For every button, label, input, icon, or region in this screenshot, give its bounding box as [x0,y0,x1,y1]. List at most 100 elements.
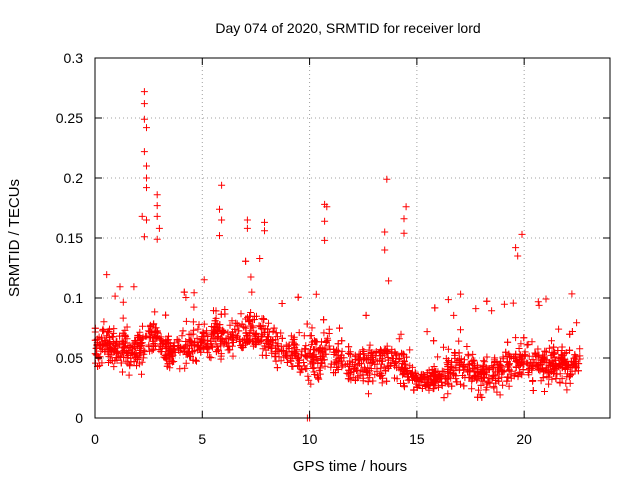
data-point [556,379,564,387]
data-point [478,365,486,373]
data-point [269,327,277,335]
data-point [297,351,305,359]
data-point [307,360,315,368]
data-point [212,307,220,315]
data-point [366,341,374,349]
data-point [460,363,468,371]
data-point [119,298,127,306]
data-point [198,338,206,346]
data-point [363,368,370,376]
data-point [465,368,473,376]
data-point [180,288,188,296]
chart-title: Day 074 of 2020, SRMTID for receiver lor… [215,20,480,36]
data-point [136,328,144,336]
data-point [143,184,150,192]
data-point [109,333,117,341]
data-point [425,386,433,394]
data-point [318,347,326,355]
data-point [320,329,328,337]
data-point [139,322,146,330]
data-point [538,364,546,372]
data-point [479,377,487,385]
data-point [273,364,281,372]
data-point [403,353,410,361]
data-point [382,367,390,375]
data-point [217,334,225,342]
data-point [151,324,159,332]
data-point [134,332,142,340]
x-tick-label: 15 [409,431,425,447]
data-point [443,379,451,387]
data-point [550,343,558,351]
data-point [315,375,323,383]
data-point [103,332,111,340]
data-point [566,330,574,338]
data-point [518,353,526,361]
data-point [130,283,138,291]
data-point [193,357,200,365]
data-point [472,305,480,313]
data-point [331,358,339,366]
data-point [511,369,519,377]
data-point [351,356,359,364]
data-point [165,349,173,357]
data-point [509,299,517,307]
data-point [311,371,319,378]
data-point [324,336,332,344]
data-point [525,371,533,379]
data-point [471,372,478,380]
data-point [242,324,250,332]
data-point [541,388,548,395]
data-point [542,348,550,356]
data-point [143,174,150,182]
data-point [103,271,111,279]
data-point [535,301,543,309]
data-point [463,343,471,350]
data-point [470,365,478,373]
data-point [213,322,221,330]
data-point [437,375,445,383]
data-point [138,358,146,366]
data-point [157,348,165,355]
data-point [177,344,185,352]
data-point [526,364,533,372]
data-point [333,346,341,354]
data-point [163,355,171,363]
data-point [505,367,513,375]
data-point [566,346,573,354]
data-point [219,326,227,334]
data-point [260,316,268,323]
data-point [504,373,512,381]
data-point [179,327,187,335]
data-point [278,334,286,342]
data-point [431,371,438,379]
data-point [483,353,491,361]
data-point [251,341,259,348]
data-point [315,346,323,354]
data-point [256,338,264,346]
data-point [166,353,174,361]
data-point [428,378,436,386]
data-point [483,297,491,305]
data-point [258,315,266,323]
data-point [484,378,492,386]
data-point [119,348,126,356]
data-point [494,361,502,369]
data-point [218,181,226,189]
data-point [249,322,257,330]
data-point [199,336,207,344]
data-point [429,385,437,393]
data-point [479,357,487,365]
data-point [465,360,473,368]
data-point [369,377,377,385]
data-point [237,310,245,318]
data-point [572,364,580,372]
data-point [321,362,329,370]
data-point [535,351,543,359]
data-point [255,322,263,330]
data-point [459,372,467,379]
data-point [152,328,160,336]
data-point [153,212,161,220]
data-point [547,351,555,359]
data-point [457,290,465,298]
